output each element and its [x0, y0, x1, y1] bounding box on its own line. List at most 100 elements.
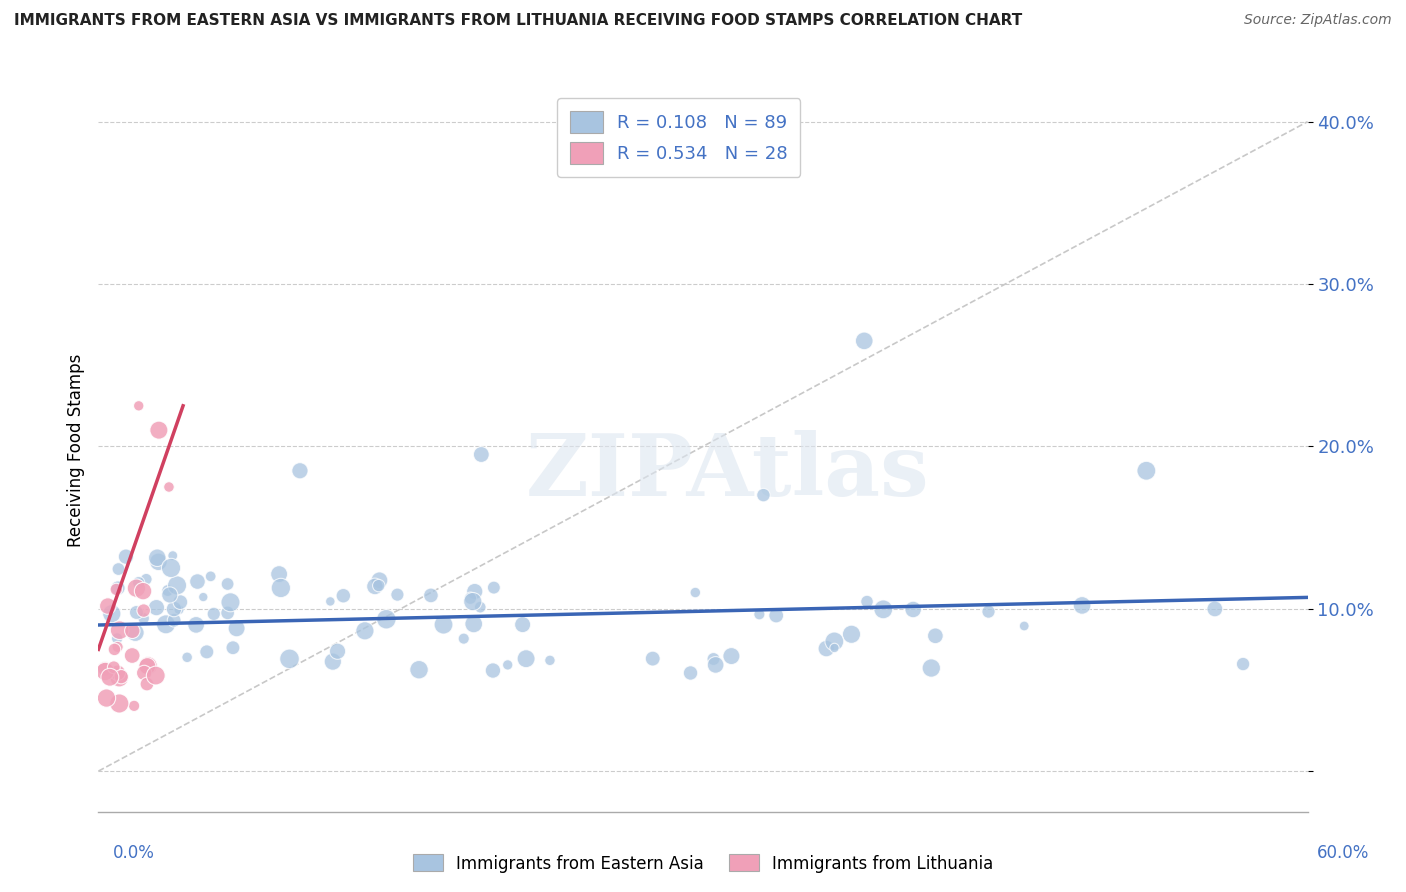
Point — [202, 607, 225, 621]
Point — [824, 640, 846, 655]
Point — [186, 574, 208, 589]
Point — [270, 581, 292, 595]
Point — [1071, 599, 1094, 613]
Point — [107, 640, 129, 654]
Point — [163, 613, 186, 627]
Text: 60.0%: 60.0% — [1316, 844, 1369, 862]
Point — [148, 423, 170, 437]
Point — [159, 588, 181, 602]
Text: Source: ZipAtlas.com: Source: ZipAtlas.com — [1244, 13, 1392, 28]
Point — [156, 583, 179, 598]
Point — [105, 632, 128, 646]
Point — [136, 659, 159, 673]
Point — [184, 618, 207, 632]
Point — [765, 608, 787, 623]
Point — [193, 590, 215, 604]
Point — [108, 623, 131, 637]
Point — [685, 585, 707, 599]
Point — [375, 612, 398, 626]
Point — [460, 591, 482, 606]
Point — [977, 605, 1000, 619]
Point — [195, 645, 218, 659]
Point — [322, 655, 344, 669]
Point — [145, 668, 167, 682]
Point — [110, 670, 132, 684]
Point — [94, 662, 117, 676]
Point — [135, 572, 157, 586]
Point — [217, 606, 239, 620]
Point — [108, 671, 131, 685]
Point — [823, 634, 845, 648]
Y-axis label: Receiving Food Stamps: Receiving Food Stamps — [66, 354, 84, 547]
Point — [720, 649, 742, 664]
Point — [269, 567, 291, 582]
Point — [1204, 602, 1226, 616]
Point — [408, 663, 430, 677]
Point — [222, 640, 245, 655]
Point — [107, 665, 129, 680]
Point — [368, 574, 391, 588]
Point — [97, 599, 120, 613]
Point — [160, 561, 183, 575]
Point — [354, 624, 377, 638]
Point — [924, 629, 946, 643]
Point — [103, 660, 125, 674]
Point — [136, 677, 159, 691]
Point — [856, 594, 879, 608]
Point — [225, 621, 247, 635]
Point — [103, 642, 125, 657]
Point — [105, 582, 128, 597]
Point — [163, 602, 186, 616]
Point — [512, 617, 534, 632]
Point — [748, 607, 770, 622]
Point — [157, 480, 180, 494]
Point — [515, 651, 537, 665]
Point — [121, 624, 143, 638]
Point — [128, 399, 150, 413]
Point — [155, 617, 177, 632]
Point — [364, 579, 387, 593]
Point — [162, 549, 184, 563]
Point — [482, 581, 505, 595]
Point — [115, 549, 138, 564]
Point — [96, 691, 118, 706]
Point — [461, 594, 484, 608]
Point — [125, 606, 148, 620]
Point — [482, 664, 505, 678]
Point — [453, 632, 475, 646]
Point — [166, 578, 188, 592]
Point — [134, 665, 156, 680]
Point — [538, 653, 561, 667]
Point — [702, 652, 724, 666]
Point — [752, 488, 775, 502]
Point — [319, 594, 342, 608]
Point — [145, 600, 167, 615]
Point — [432, 617, 454, 632]
Text: 0.0%: 0.0% — [112, 844, 155, 862]
Point — [1232, 657, 1254, 671]
Point — [367, 578, 389, 592]
Point — [167, 603, 190, 617]
Point — [122, 698, 145, 713]
Point — [463, 616, 485, 631]
Point — [1135, 464, 1157, 478]
Point — [332, 589, 354, 603]
Point — [100, 607, 122, 621]
Point — [132, 611, 155, 625]
Point — [464, 584, 486, 599]
Point — [146, 550, 169, 565]
Point — [124, 625, 146, 640]
Point — [326, 644, 349, 658]
Point — [815, 641, 838, 656]
Point — [641, 651, 664, 665]
Point — [387, 588, 409, 602]
Point — [920, 661, 942, 675]
Point — [108, 697, 131, 711]
Point — [679, 665, 702, 680]
Legend: Immigrants from Eastern Asia, Immigrants from Lithuania: Immigrants from Eastern Asia, Immigrants… — [406, 847, 1000, 880]
Point — [219, 595, 242, 609]
Point — [200, 569, 222, 583]
Point — [288, 464, 311, 478]
Point — [841, 627, 863, 641]
Point — [470, 448, 492, 462]
